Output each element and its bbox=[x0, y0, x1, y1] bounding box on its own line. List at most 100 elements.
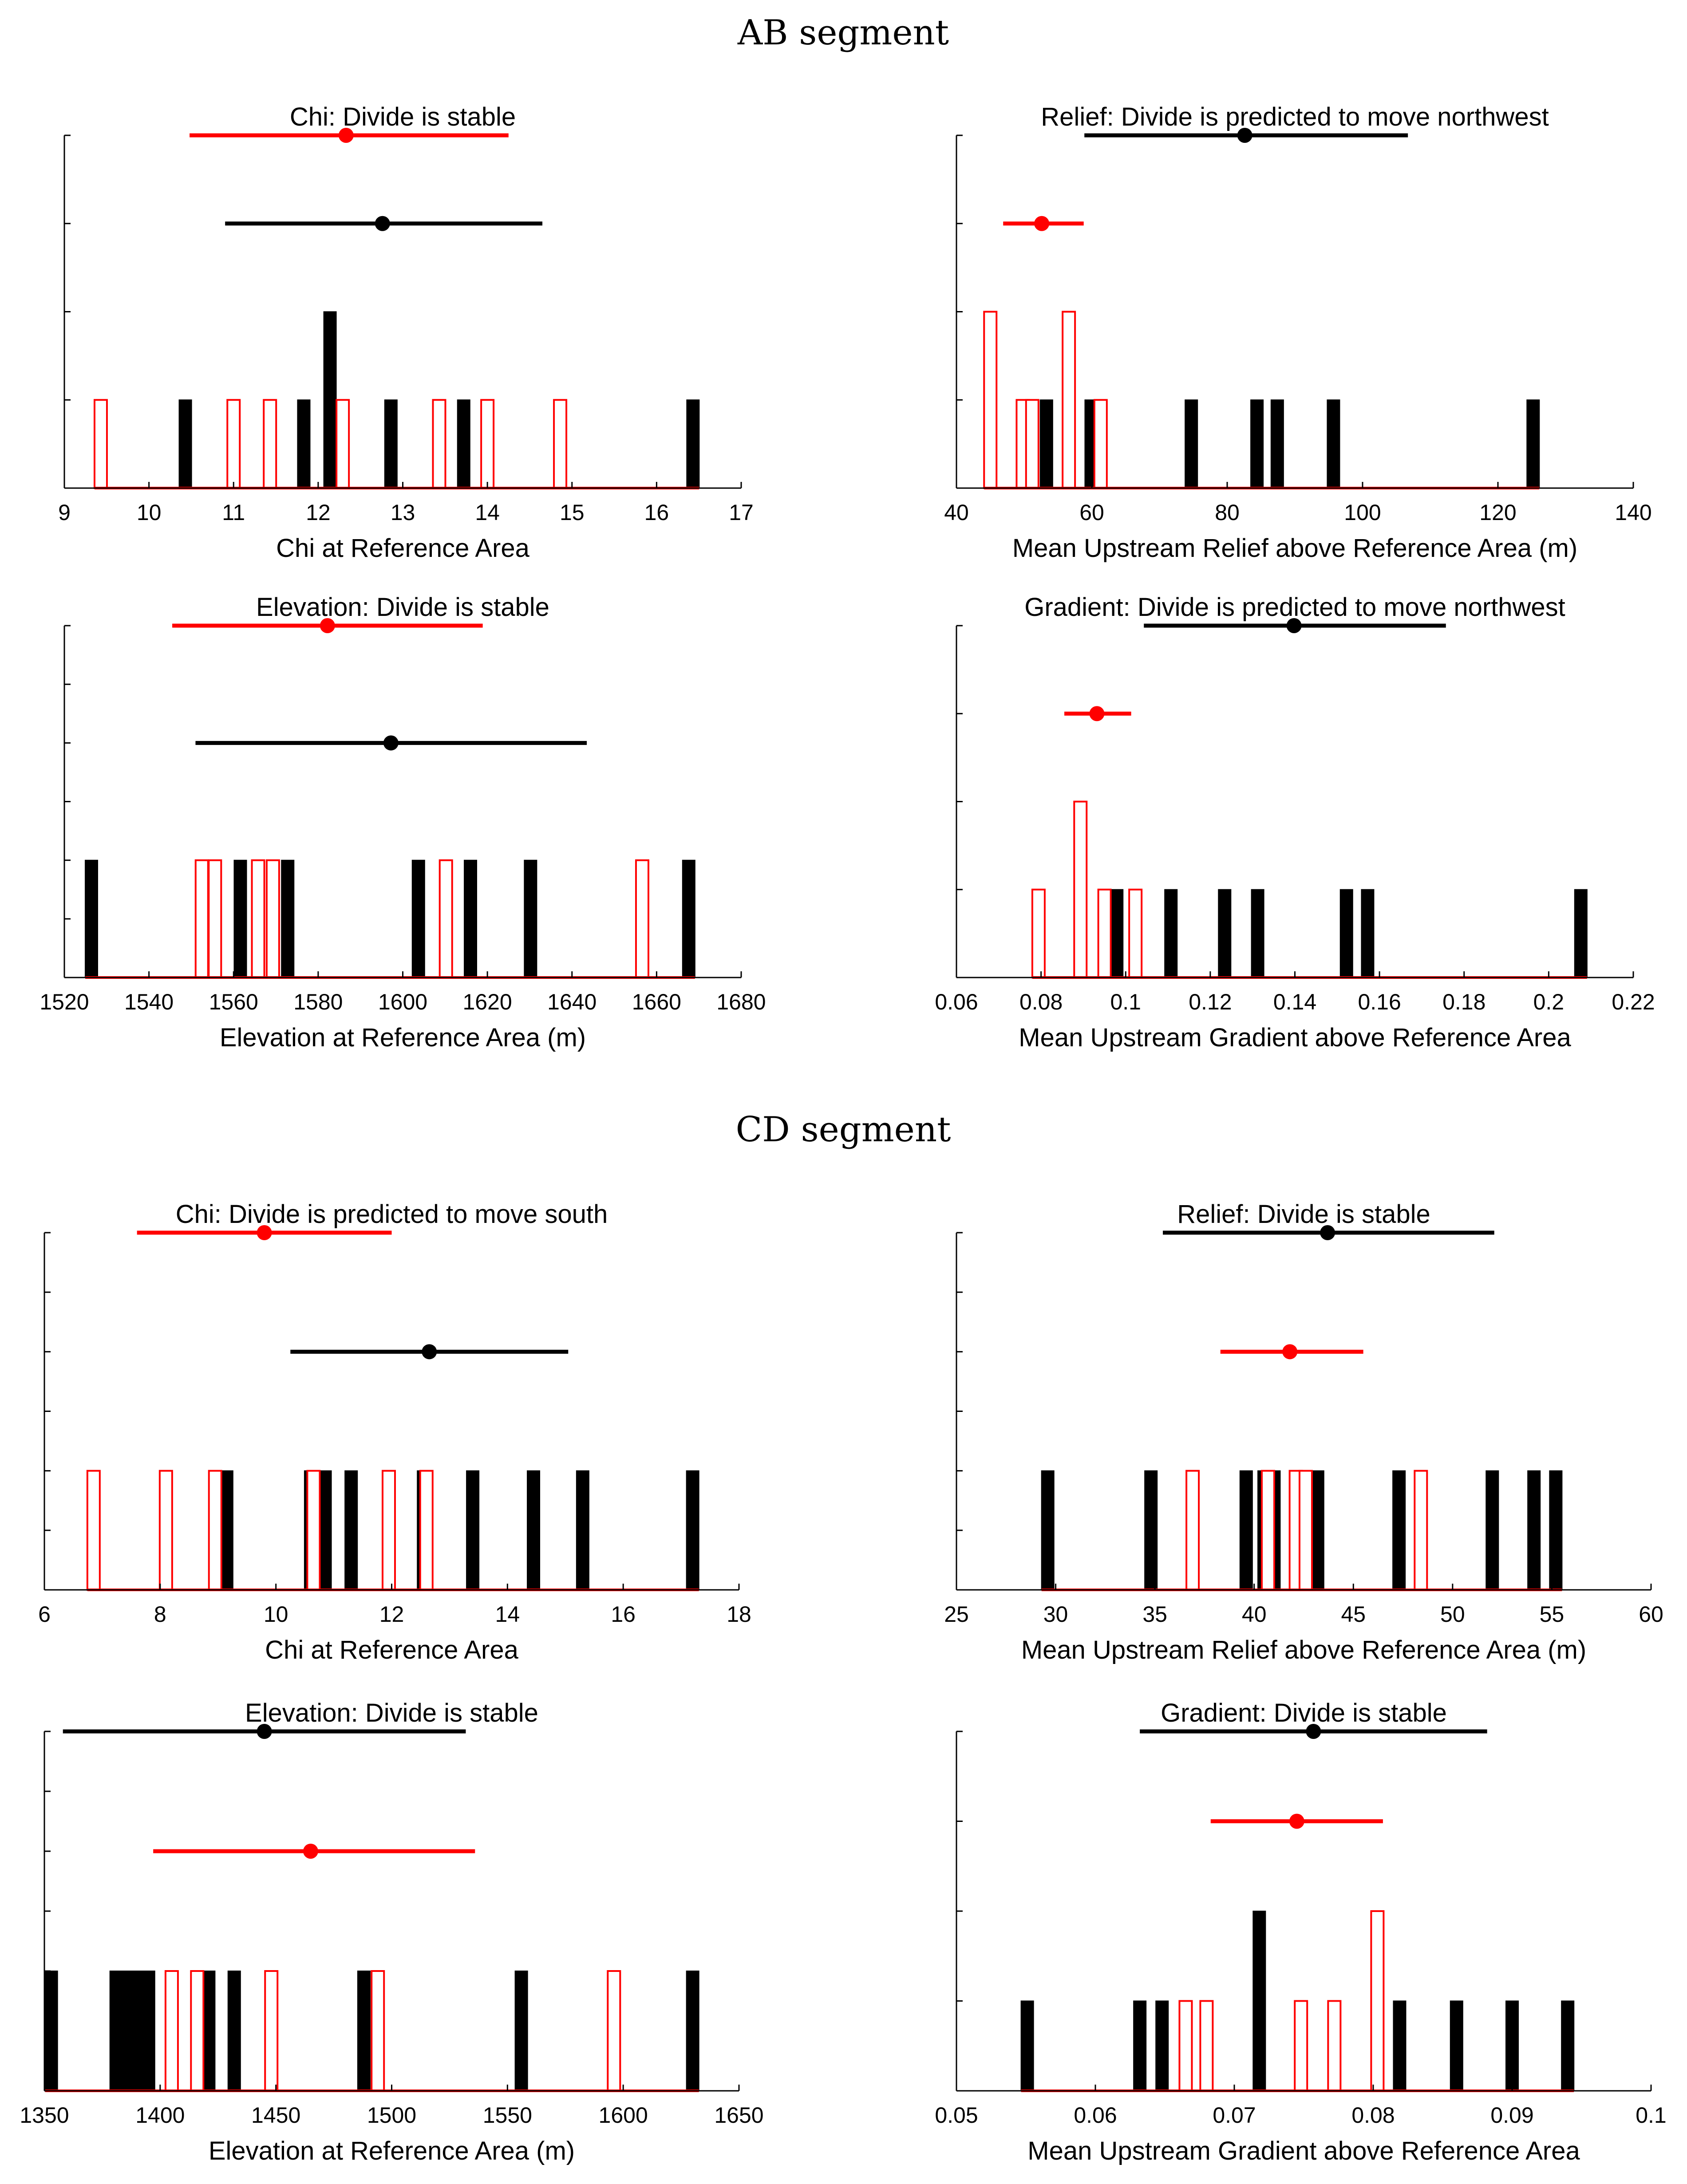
ab-relief-black-bar-5 bbox=[1327, 399, 1340, 489]
ab-elevation-red-bar-4 bbox=[439, 859, 453, 978]
cd-chi-x-tick-label-5: 16 bbox=[611, 1602, 636, 1627]
ab-relief-black-bar-0 bbox=[1039, 399, 1053, 489]
ab-elevation-x-tick-label-6: 1640 bbox=[547, 990, 597, 1014]
cd-relief-x-tick-label-5: 50 bbox=[1440, 1602, 1465, 1627]
cd-relief-black-bar-9 bbox=[1549, 1470, 1563, 1591]
ab-elevation-black-bar-4 bbox=[464, 859, 477, 978]
ab-segment-title: AB segment bbox=[737, 13, 949, 53]
ab-gradient-red-bar-2 bbox=[1097, 888, 1112, 978]
ab-elevation-black-bar-6 bbox=[682, 859, 695, 978]
cd-relief-x-label: Mean Upstream Relief above Reference Are… bbox=[1021, 1636, 1586, 1664]
cd-gradient-red-bar-2 bbox=[1294, 2000, 1308, 2092]
cd-relief-black-bar-8 bbox=[1527, 1470, 1541, 1591]
ab-elevation-x-tick-label-5: 1620 bbox=[463, 990, 512, 1014]
ab-gradient-x-label: Mean Upstream Gradient above Reference A… bbox=[1019, 1023, 1571, 1052]
cd-relief-black-bar-0 bbox=[1041, 1470, 1055, 1591]
ab-elevation-black-bar-1 bbox=[233, 859, 247, 978]
ab-chi-x-tick-label-2: 11 bbox=[222, 500, 245, 525]
ab-gradient-x-tick-label-0: 0.06 bbox=[935, 990, 978, 1014]
ab-chi-red-mean-point bbox=[338, 128, 354, 143]
cd-relief-red-bar-4 bbox=[1414, 1470, 1428, 1591]
cd-chi-red-bar-1 bbox=[158, 1470, 173, 1591]
cd-elevation-black-bar-7 bbox=[227, 1971, 241, 2091]
ab-relief-x-label: Mean Upstream Relief above Reference Are… bbox=[1012, 534, 1577, 563]
cd-gradient-black-bar-5 bbox=[1393, 2000, 1406, 2091]
ab-chi-black-bar-5 bbox=[686, 399, 700, 489]
cd-gradient-red-bar-0 bbox=[1178, 2000, 1193, 2092]
cd-gradient-black-bar-2 bbox=[1155, 2000, 1169, 2091]
ab-chi-red-bar-1 bbox=[226, 399, 241, 489]
ab-relief-black-bar-6 bbox=[1526, 399, 1540, 489]
ab-chi-panel: 9 10 11 12 13 14 15 16 17 Chi at Reference Area Ch… bbox=[58, 102, 754, 563]
cd-chi-x-tick-label-1: 8 bbox=[154, 1602, 166, 1627]
ab-relief-x-tick-label-5: 140 bbox=[1615, 500, 1651, 525]
ab-relief-red-bar-0 bbox=[983, 311, 998, 489]
cd-elevation-x-tick-label-4: 1550 bbox=[483, 2103, 532, 2128]
ab-relief-red-bar-2 bbox=[1025, 399, 1039, 489]
cd-relief-x-tick-label-7: 60 bbox=[1639, 1602, 1663, 1627]
cd-gradient-black-bar-0 bbox=[1020, 2000, 1034, 2091]
cd-elevation-black-bar-9 bbox=[514, 1971, 528, 2091]
ab-gradient-x-tick-label-7: 0.2 bbox=[1533, 990, 1565, 1014]
ab-elevation-x-tick-label-7: 1660 bbox=[632, 990, 681, 1014]
ab-gradient-red-bar-3 bbox=[1128, 888, 1143, 978]
ab-gradient-black-bar-6 bbox=[1574, 889, 1588, 978]
cd-relief-black-mean-point bbox=[1320, 1225, 1335, 1240]
ab-elevation-x-label: Elevation at Reference Area (m) bbox=[220, 1023, 586, 1052]
ab-relief-x-tick-label-1: 60 bbox=[1079, 500, 1104, 525]
ab-relief-red-bar-4 bbox=[1093, 399, 1108, 489]
ab-gradient-x-tick-label-5: 0.16 bbox=[1358, 990, 1401, 1014]
cd-relief-red-bar-0 bbox=[1185, 1470, 1200, 1591]
cd-gradient-x-tick-label-0: 0.05 bbox=[935, 2103, 978, 2128]
ab-elevation-red-mean-point bbox=[320, 618, 335, 633]
cd-gradient-black-mean-point bbox=[1306, 1724, 1321, 1739]
cd-gradient-x-tick-label-2: 0.07 bbox=[1213, 2103, 1256, 2128]
cd-chi-black-bar-7 bbox=[527, 1470, 541, 1591]
cd-gradient-title: Gradient: Divide is stable bbox=[1161, 1699, 1447, 1727]
cd-relief-red-mean-point bbox=[1282, 1344, 1298, 1360]
cd-elevation-black-bar-6 bbox=[202, 1971, 216, 2091]
cd-chi-x-tick-label-4: 14 bbox=[495, 1602, 520, 1627]
cd-gradient-x-tick-label-5: 0.1 bbox=[1636, 2103, 1667, 2128]
cd-elevation-x-tick-label-6: 1650 bbox=[714, 2103, 763, 2128]
ab-elevation-x-tick-label-1: 1540 bbox=[124, 990, 174, 1014]
ab-chi-black-bar-4 bbox=[457, 399, 470, 489]
ab-chi-red-bar-5 bbox=[480, 399, 495, 489]
ab-relief-red-bar-3 bbox=[1062, 311, 1076, 489]
ab-relief-black-bar-3 bbox=[1250, 399, 1264, 489]
cd-chi-black-mean-point bbox=[422, 1344, 437, 1360]
ab-gradient-x-tick-label-1: 0.08 bbox=[1019, 990, 1063, 1014]
ab-gradient-red-mean-point bbox=[1089, 706, 1105, 721]
ab-relief-black-mean-point bbox=[1237, 128, 1252, 143]
cd-relief-black-bar-1 bbox=[1144, 1470, 1158, 1591]
ab-chi-red-bar-2 bbox=[263, 399, 277, 489]
cd-relief-black-bar-7 bbox=[1486, 1470, 1499, 1591]
ab-chi-x-tick-label-6: 15 bbox=[560, 500, 585, 525]
ab-chi-x-tick-label-3: 12 bbox=[306, 500, 331, 525]
ab-chi-x-tick-label-0: 9 bbox=[58, 500, 71, 525]
ab-relief-x-tick-label-0: 40 bbox=[944, 500, 969, 525]
cd-relief-title: Relief: Divide is stable bbox=[1177, 1200, 1430, 1229]
cd-chi-black-bar-9 bbox=[686, 1470, 699, 1591]
ab-gradient-black-bar-2 bbox=[1218, 889, 1232, 978]
cd-elevation-black-bar-3 bbox=[130, 1971, 144, 2091]
ab-chi-x-tick-label-4: 13 bbox=[391, 500, 415, 525]
ab-gradient-black-bar-4 bbox=[1339, 889, 1353, 978]
cd-elevation-black-bar-4 bbox=[142, 1971, 155, 2091]
ab-elevation-x-tick-label-4: 1600 bbox=[378, 990, 427, 1014]
cd-chi-x-tick-label-6: 18 bbox=[727, 1602, 751, 1627]
ab-gradient-x-tick-label-6: 0.18 bbox=[1442, 990, 1486, 1014]
cd-segment-title: CD segment bbox=[736, 1110, 951, 1150]
cd-gradient-red-bar-3 bbox=[1327, 2000, 1342, 2092]
cd-elevation-red-bar-4 bbox=[607, 1970, 621, 2092]
cd-elevation-black-mean-point bbox=[257, 1724, 272, 1739]
cd-relief-panel: 25 30 35 40 45 50 55 60 Mean Upstream Relief abo… bbox=[944, 1200, 1663, 1664]
cd-relief-x-tick-label-2: 35 bbox=[1142, 1602, 1167, 1627]
cd-elevation-black-bar-1 bbox=[109, 1971, 123, 2091]
cd-chi-black-bar-6 bbox=[466, 1470, 480, 1591]
ab-relief-x-tick-label-4: 120 bbox=[1479, 500, 1516, 525]
cd-relief-x-tick-label-6: 55 bbox=[1540, 1602, 1565, 1627]
cd-elevation-x-tick-label-5: 1600 bbox=[599, 2103, 648, 2128]
ab-gradient-black-bar-5 bbox=[1361, 889, 1375, 978]
